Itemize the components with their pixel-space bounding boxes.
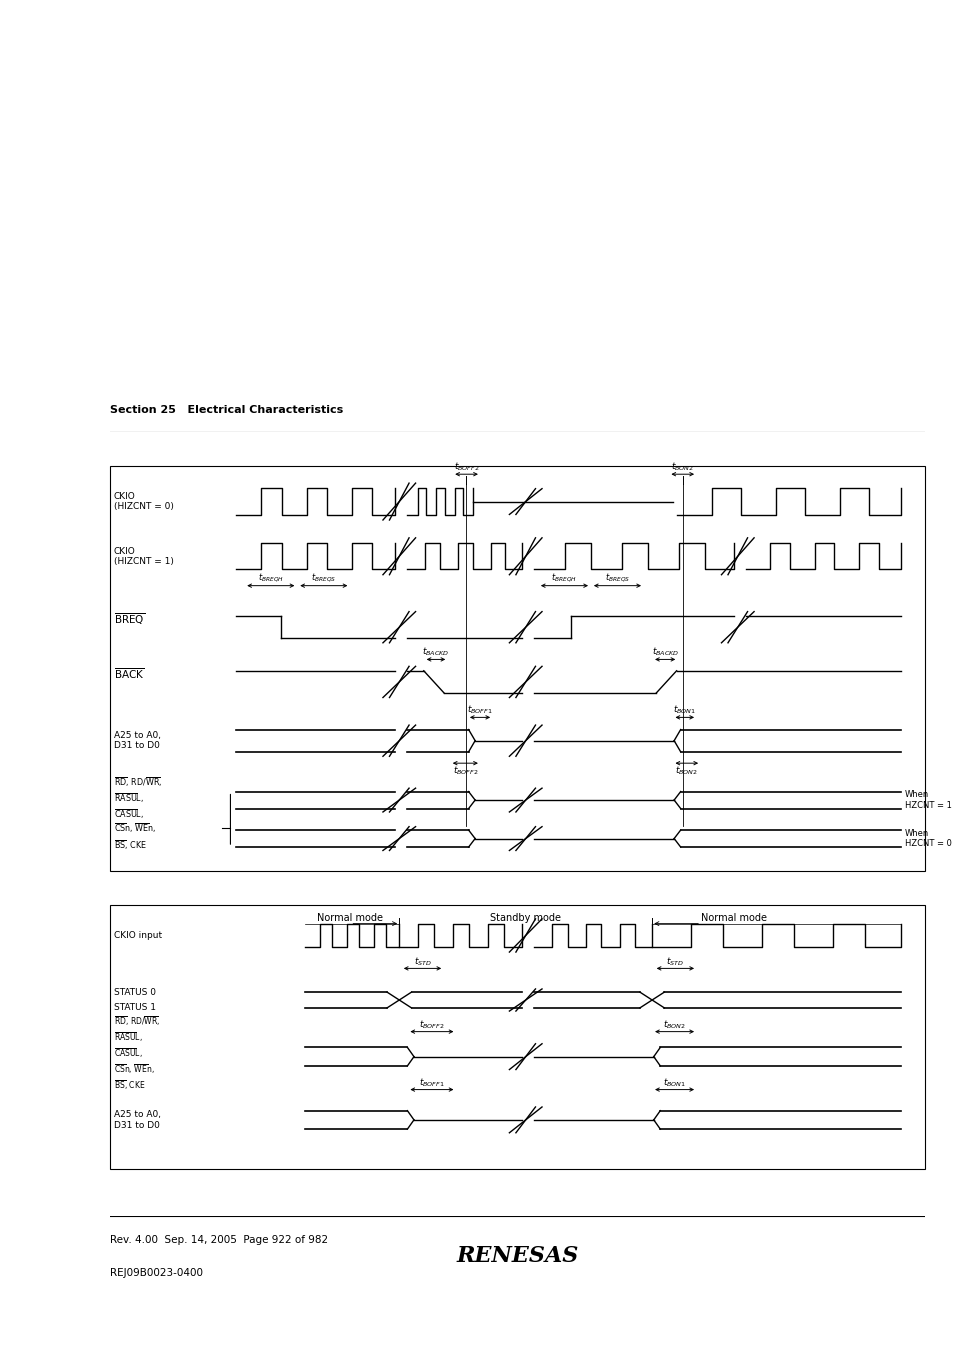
Text: $t_{BREQS}$: $t_{BREQS}$ — [311, 571, 336, 585]
Text: Normal mode: Normal mode — [317, 913, 383, 923]
Text: $t_{BOFF2}$: $t_{BOFF2}$ — [418, 1019, 444, 1031]
Text: $t_{BACKD}$: $t_{BACKD}$ — [422, 646, 449, 658]
Text: $t_{BOFF2}$: $t_{BOFF2}$ — [452, 765, 477, 777]
Text: $t_{BON2}$: $t_{BON2}$ — [671, 461, 694, 473]
Text: $t_{BON2}$: $t_{BON2}$ — [675, 765, 698, 777]
Text: $\overline{\mathrm{BREQ}}$: $\overline{\mathrm{BREQ}}$ — [113, 611, 145, 627]
Text: RENESAS: RENESAS — [456, 1246, 578, 1267]
Text: CKIO input: CKIO input — [113, 931, 162, 940]
Text: $t_{BREQH}$: $t_{BREQH}$ — [551, 571, 577, 585]
Text: $t_{BON1}$: $t_{BON1}$ — [673, 704, 696, 716]
Text: $t_{STD}$: $t_{STD}$ — [666, 955, 683, 967]
Text: STATUS 0: STATUS 0 — [113, 988, 155, 997]
Text: $t_{BREQH}$: $t_{BREQH}$ — [257, 571, 283, 585]
Text: Standby mode: Standby mode — [490, 913, 560, 923]
Text: $t_{BOFF2}$: $t_{BOFF2}$ — [454, 461, 478, 473]
Text: Rev. 4.00  Sep. 14, 2005  Page 922 of 982: Rev. 4.00 Sep. 14, 2005 Page 922 of 982 — [110, 1235, 328, 1244]
Text: A25 to A0,
D31 to D0: A25 to A0, D31 to D0 — [113, 1111, 161, 1129]
Text: REJ09B0023-0400: REJ09B0023-0400 — [110, 1269, 202, 1278]
Text: $t_{BOFF1}$: $t_{BOFF1}$ — [467, 704, 493, 716]
Text: $t_{BON2}$: $t_{BON2}$ — [662, 1019, 685, 1031]
Text: CKIO
(HIZCNT = 1): CKIO (HIZCNT = 1) — [113, 547, 173, 566]
Text: $t_{BACKD}$: $t_{BACKD}$ — [651, 646, 679, 658]
Text: $\overline{\mathrm{CS}}$n, $\overline{\mathrm{WE}}$n,
$\overline{\mathrm{BS}}$, : $\overline{\mathrm{CS}}$n, $\overline{\m… — [113, 821, 156, 851]
Text: A25 to A0,
D31 to D0: A25 to A0, D31 to D0 — [113, 731, 161, 750]
Text: $\overline{\mathrm{BACK}}$: $\overline{\mathrm{BACK}}$ — [113, 666, 144, 681]
Text: Normal mode: Normal mode — [700, 913, 766, 923]
Text: $t_{BOFF1}$: $t_{BOFF1}$ — [418, 1077, 444, 1089]
Text: Section 25   Electrical Characteristics: Section 25 Electrical Characteristics — [110, 405, 342, 415]
Text: $\overline{\mathrm{RD}}$, RD/$\overline{\mathrm{WR}}$,
$\overline{\mathrm{RASU}}: $\overline{\mathrm{RD}}$, RD/$\overline{… — [113, 1013, 160, 1092]
Text: $t_{BREQS}$: $t_{BREQS}$ — [604, 571, 629, 585]
Text: $t_{STD}$: $t_{STD}$ — [413, 955, 431, 967]
Text: CKIO
(HIZCNT = 0): CKIO (HIZCNT = 0) — [113, 492, 173, 511]
Text: $\overline{\mathrm{RD}}$, RD/$\overline{\mathrm{WR}}$,
$\overline{\mathrm{RASU}}: $\overline{\mathrm{RD}}$, RD/$\overline{… — [113, 775, 162, 821]
Text: When
HZCNT = 0: When HZCNT = 0 — [904, 830, 951, 848]
Text: When
HZCNT = 1: When HZCNT = 1 — [904, 790, 951, 809]
Text: $t_{BON1}$: $t_{BON1}$ — [662, 1077, 685, 1089]
Text: STATUS 1: STATUS 1 — [113, 1004, 155, 1012]
